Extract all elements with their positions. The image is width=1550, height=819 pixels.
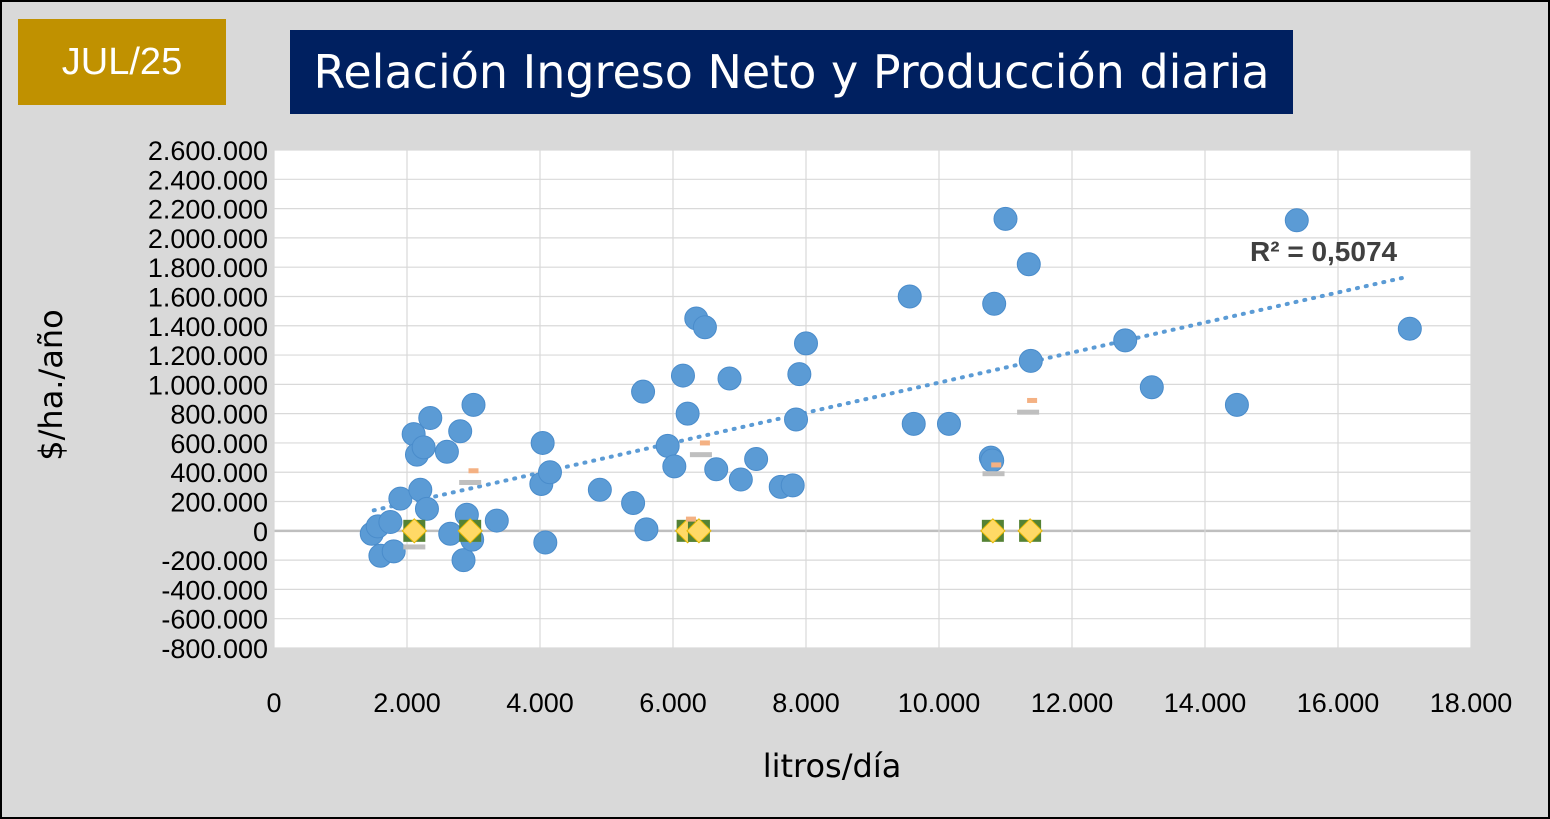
- data-point: [461, 392, 486, 417]
- dash-marker-gray: [689, 452, 712, 458]
- r-squared-label: R² = 0,5074: [1250, 236, 1398, 267]
- y-tick-label: -800.000: [161, 634, 268, 664]
- data-point: [728, 467, 753, 492]
- x-tick-label: 0: [266, 688, 281, 718]
- chart-title: Relación Ingreso Neto y Producción diari…: [290, 30, 1293, 114]
- dash-marker-gray: [403, 544, 426, 550]
- data-point: [936, 411, 961, 436]
- data-point: [787, 362, 812, 387]
- x-tick-label: 6.000: [639, 688, 707, 718]
- data-point: [451, 548, 476, 573]
- x-tick-label: 16.000: [1297, 688, 1380, 718]
- data-point: [378, 510, 403, 535]
- x-tick-label: 10.000: [898, 688, 981, 718]
- diamond-marker: [980, 518, 1006, 544]
- y-tick-label: 2.000.000: [148, 224, 268, 254]
- data-point: [655, 433, 680, 458]
- data-point: [704, 457, 729, 482]
- data-point: [621, 490, 646, 515]
- data-point: [901, 411, 926, 436]
- y-tick-label: 800.000: [170, 400, 268, 430]
- y-tick-label: 1.200.000: [148, 341, 268, 371]
- data-point: [1113, 328, 1138, 353]
- y-tick-labels: 2.600.0002.400.0002.200.0002.000.0001.80…: [148, 136, 268, 664]
- data-point: [744, 447, 769, 472]
- y-tick-label: 1.800.000: [148, 253, 268, 283]
- y-tick-label: 2.400.000: [148, 165, 268, 195]
- data-point: [897, 284, 922, 309]
- diamond-marker: [401, 518, 428, 544]
- data-point: [1018, 348, 1043, 373]
- x-tick-labels: 0 2.000 4.000 6.000 8.000 10.000 12.000 14.000 1…: [266, 688, 1512, 718]
- y-tick-label: 600.000: [170, 429, 268, 459]
- x-axis-title: litros/día: [763, 747, 902, 785]
- y-tick-label: 200.000: [170, 488, 268, 518]
- data-point: [784, 407, 809, 432]
- x-tick-label: 14.000: [1164, 688, 1247, 718]
- data-point: [587, 477, 612, 502]
- data-point: [533, 530, 558, 555]
- dash-marker-orange: [991, 462, 1002, 468]
- dash-marker-orange: [468, 468, 479, 474]
- data-point: [414, 496, 439, 521]
- y-tick-label: 1.400.000: [148, 312, 268, 342]
- data-point: [675, 401, 700, 426]
- data-point: [411, 435, 436, 460]
- dash-marker-gray: [982, 471, 1005, 477]
- dash-marker-gray: [459, 479, 482, 485]
- trendline: [371, 275, 1407, 513]
- x-tick-label: 2.000: [373, 688, 441, 718]
- y-tick-label: 1.000.000: [148, 370, 268, 400]
- data-point: [993, 206, 1018, 231]
- data-point: [1224, 392, 1249, 417]
- y-tick-label: -600.000: [161, 605, 268, 635]
- dash-marker-gray: [1017, 409, 1040, 415]
- data-point: [1284, 208, 1309, 233]
- data-points: [359, 206, 1422, 573]
- diamond-marker: [457, 518, 483, 544]
- data-point: [1397, 316, 1422, 341]
- data-point: [794, 331, 818, 356]
- y-axis-title: $/ha./año: [32, 309, 70, 460]
- trendline-path: [371, 275, 1407, 513]
- data-point: [982, 291, 1007, 316]
- data-point: [670, 363, 695, 388]
- data-point: [381, 539, 406, 564]
- diamond-marker: [1017, 518, 1043, 544]
- dash-marker-orange: [685, 516, 696, 522]
- data-point: [780, 473, 805, 498]
- x-tick-label: 18.000: [1430, 688, 1513, 718]
- x-tick-label: 12.000: [1031, 688, 1114, 718]
- data-point: [484, 508, 509, 533]
- data-point: [434, 439, 459, 464]
- data-point: [1016, 252, 1041, 277]
- y-tick-label: -400.000: [161, 575, 268, 605]
- x-tick-label: 8.000: [772, 688, 840, 718]
- data-point: [692, 315, 717, 340]
- data-point: [980, 448, 1005, 473]
- y-tick-label: 1.600.000: [148, 282, 268, 312]
- data-point: [634, 517, 659, 542]
- data-point: [717, 366, 742, 391]
- data-point: [537, 460, 562, 485]
- data-point: [631, 379, 656, 404]
- dash-marker-orange: [1027, 397, 1038, 403]
- data-point: [1139, 375, 1164, 400]
- x-tick-label: 4.000: [506, 688, 574, 718]
- data-point: [418, 406, 443, 431]
- y-tick-label: 0: [253, 517, 268, 547]
- y-tick-label: -200.000: [161, 546, 268, 576]
- data-point: [448, 419, 473, 444]
- y-tick-label: 2.200.000: [148, 195, 268, 225]
- date-badge: JUL/25: [18, 19, 226, 105]
- data-point: [530, 430, 555, 455]
- dash-marker-orange: [699, 440, 710, 446]
- diamond-marker: [686, 518, 712, 544]
- y-tick-label: 400.000: [170, 458, 268, 488]
- y-tick-label: 2.600.000: [148, 136, 268, 166]
- data-point: [438, 521, 463, 546]
- data-point: [388, 486, 413, 511]
- data-point: [662, 454, 687, 479]
